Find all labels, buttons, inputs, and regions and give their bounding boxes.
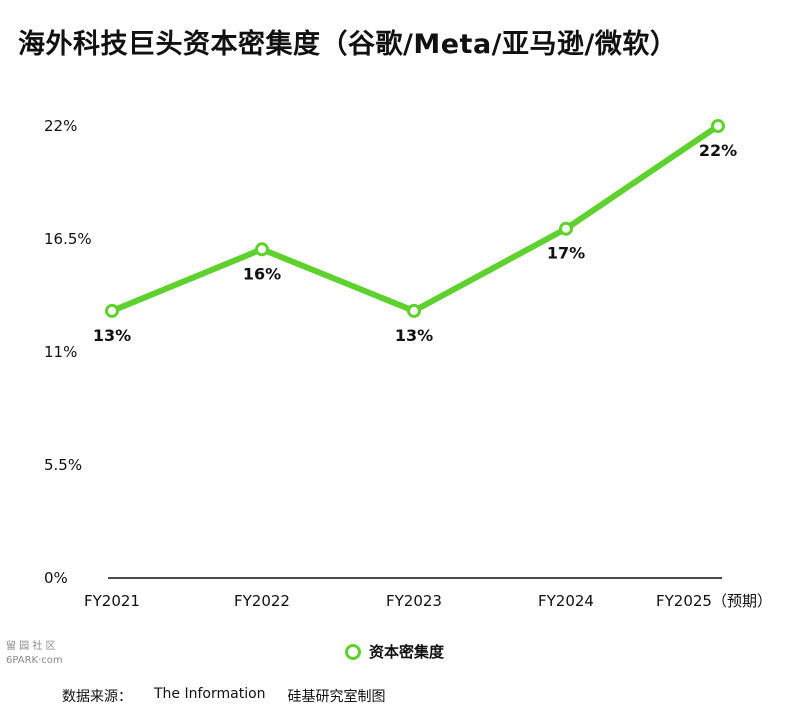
data-label: 13% — [395, 326, 433, 345]
y-tick-label: 5.5% — [44, 456, 82, 474]
watermark: 留 园 社 区 6PARK·com — [6, 640, 63, 668]
x-tick-label: FY2022 — [234, 592, 290, 610]
series-line — [109, 123, 721, 314]
data-point — [105, 303, 119, 318]
y-tick-label: 11% — [44, 343, 77, 361]
data-label: 22% — [699, 141, 737, 160]
y-tick-label: 22% — [44, 117, 77, 135]
chart-legend: 资本密集度 — [345, 641, 444, 662]
chart-credit: 硅基研究室制图 — [287, 689, 386, 705]
data-point — [255, 242, 269, 257]
x-tick-label: FY2021 — [84, 592, 140, 610]
watermark-line-2: 6PARK·com — [6, 655, 63, 666]
data-point — [559, 221, 573, 236]
source-name: The Information — [154, 686, 266, 702]
legend-label: 资本密集度 — [369, 643, 445, 661]
source-prefix: 数据来源： — [62, 689, 132, 705]
y-tick-label: 0% — [44, 569, 68, 587]
chart-title: 海外科技巨头资本密集度（谷歌/Meta/亚马逊/微软） — [18, 29, 678, 60]
y-tick-label: 16.5% — [44, 230, 92, 248]
data-label: 13% — [93, 326, 131, 345]
data-point — [711, 119, 725, 133]
line-chart: 0% 5.5% 11% 16.5% 22% FY2021 FY2022 FY2023 FY202… — [44, 117, 772, 610]
watermark-line-1: 留 园 社 区 — [6, 641, 56, 652]
data-label: 17% — [547, 244, 585, 263]
data-label: 16% — [243, 264, 281, 283]
source-note: 数据来源： The Information 硅基研究室制图 — [62, 686, 386, 706]
x-tick-label: FY2023 — [386, 592, 442, 610]
legend-marker-icon — [345, 643, 361, 660]
x-tick-label: FY2024 — [538, 592, 594, 610]
data-point — [407, 303, 421, 318]
x-tick-label: FY2025（预期） — [656, 592, 772, 610]
